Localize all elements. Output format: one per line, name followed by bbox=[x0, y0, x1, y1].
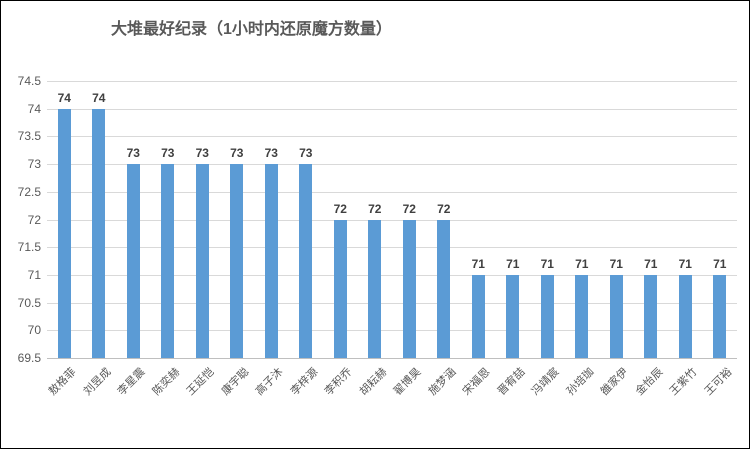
bar bbox=[575, 274, 589, 358]
bar-value-label: 74 bbox=[57, 90, 71, 105]
bar-value-label: 72 bbox=[437, 201, 451, 216]
bar bbox=[333, 219, 347, 358]
y-tick-label: 72 bbox=[27, 212, 41, 227]
bar bbox=[402, 219, 416, 358]
bar-value-label: 71 bbox=[678, 256, 692, 271]
bar-value-label: 71 bbox=[540, 256, 554, 271]
bar-value-label: 73 bbox=[195, 146, 209, 161]
bar bbox=[506, 274, 520, 358]
bar bbox=[368, 219, 382, 358]
bar-value-label: 71 bbox=[471, 256, 485, 271]
bar-value-label: 74 bbox=[92, 90, 106, 105]
bar-value-label: 73 bbox=[230, 146, 244, 161]
y-tick-label: 69.5 bbox=[17, 351, 41, 365]
y-tick-label: 73.5 bbox=[17, 129, 41, 144]
bar-value-label: 72 bbox=[402, 201, 416, 216]
bar bbox=[57, 108, 71, 358]
gridline bbox=[47, 302, 737, 304]
y-tick-label: 74 bbox=[27, 101, 41, 116]
bar bbox=[230, 164, 244, 358]
gridline bbox=[47, 136, 737, 138]
y-tick-label: 72.5 bbox=[17, 184, 41, 199]
bar-value-label: 71 bbox=[644, 256, 658, 271]
bar-value-label: 71 bbox=[609, 256, 623, 271]
bar-value-label: 73 bbox=[299, 146, 313, 161]
bar bbox=[609, 274, 623, 358]
chart-title: 大堆最好纪录（1小时内还原魔方数量） bbox=[111, 21, 392, 38]
gridline bbox=[47, 108, 737, 110]
gridline bbox=[47, 219, 737, 221]
y-tick-label: 73 bbox=[27, 157, 41, 172]
bar-value-label: 72 bbox=[368, 201, 382, 216]
bar-value-label: 71 bbox=[506, 256, 520, 271]
bar bbox=[713, 274, 727, 358]
gridline bbox=[47, 330, 737, 332]
bar bbox=[644, 274, 658, 358]
bar bbox=[299, 164, 313, 358]
y-tick-label: 74.5 bbox=[17, 74, 41, 88]
bar-value-label: 71 bbox=[713, 256, 727, 271]
gridline bbox=[47, 81, 737, 82]
bar-value-label: 73 bbox=[126, 146, 140, 161]
bar-value-label: 73 bbox=[264, 146, 278, 161]
bar-value-label: 73 bbox=[161, 146, 175, 161]
bar bbox=[161, 164, 175, 358]
gridline bbox=[47, 247, 737, 249]
bar bbox=[195, 164, 209, 358]
gridline bbox=[47, 164, 737, 166]
bar bbox=[264, 164, 278, 358]
bar-value-label: 71 bbox=[575, 256, 589, 271]
y-tick-label: 71 bbox=[27, 267, 41, 282]
bar-value-label: 72 bbox=[333, 201, 347, 216]
bar bbox=[437, 219, 451, 358]
bar bbox=[678, 274, 692, 358]
x-axis-line bbox=[47, 358, 737, 359]
gridline bbox=[47, 274, 737, 276]
bar bbox=[471, 274, 485, 358]
y-tick-label: 70 bbox=[27, 323, 41, 338]
x-category-label: 王可裕 bbox=[702, 366, 735, 398]
gridline bbox=[47, 191, 737, 193]
y-tick-label: 70.5 bbox=[17, 295, 41, 310]
bar bbox=[92, 108, 106, 358]
y-tick-label: 71.5 bbox=[17, 240, 41, 255]
bar bbox=[126, 164, 140, 358]
bar bbox=[540, 274, 554, 358]
